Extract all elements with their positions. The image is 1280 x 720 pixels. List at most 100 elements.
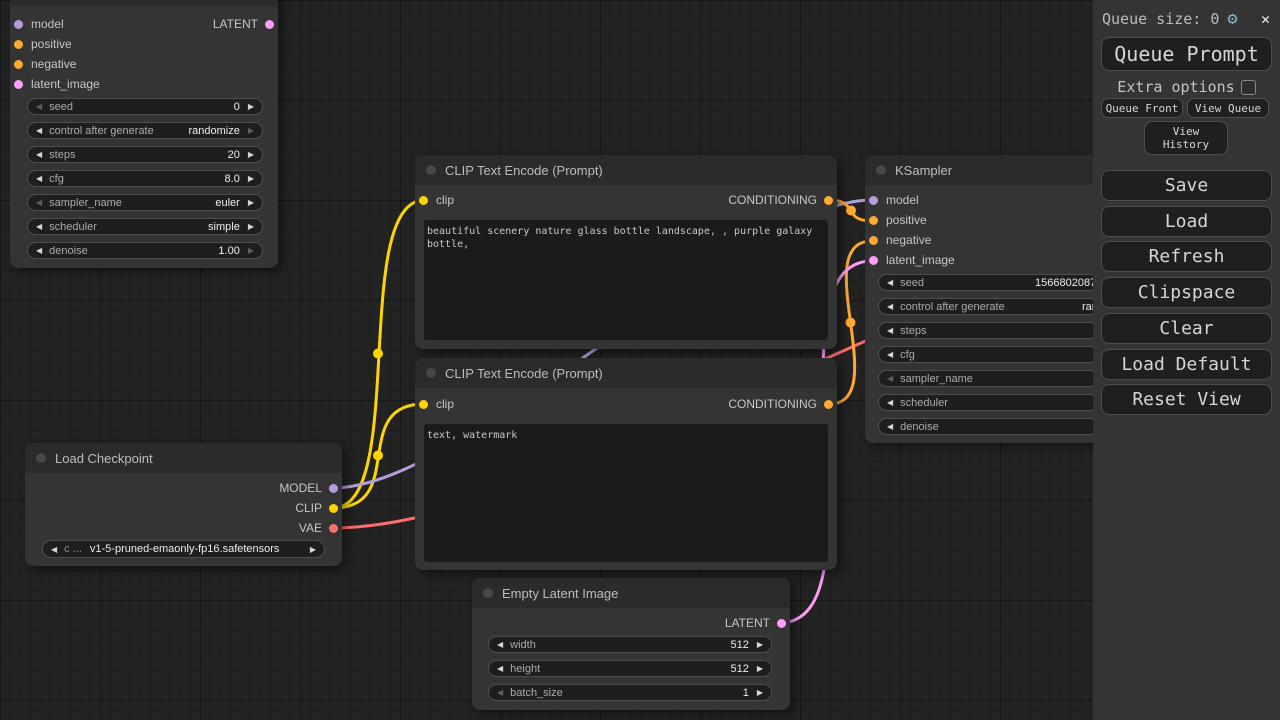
widget-sampler-name[interactable]: ◀ sampler_name [878,370,1119,387]
increment-arrow-icon[interactable]: ▶ [756,688,763,697]
decrement-arrow-icon[interactable]: ◀ [887,398,894,407]
output-slot-latent[interactable] [777,618,786,628]
node-clip-text-encode-positive[interactable]: CLIP Text Encode (Prompt) clip CONDITION… [415,155,837,349]
decrement-arrow-icon[interactable]: ◀ [36,126,43,135]
widget-label: width [510,638,536,651]
collapse-dot-icon[interactable] [876,165,886,175]
queue-front-button[interactable]: Queue Front [1101,98,1183,118]
close-icon[interactable]: ✕ [1260,10,1270,28]
decrement-arrow-icon[interactable]: ◀ [36,102,43,111]
settings-gear-icon[interactable]: ⚙ [1227,8,1238,29]
node-title-bar[interactable]: KSampler [10,0,278,6]
increment-arrow-icon[interactable]: ▶ [247,222,254,231]
decrement-arrow-icon[interactable]: ◀ [887,422,894,431]
save-button[interactable]: Save [1101,170,1272,201]
decrement-arrow-icon[interactable]: ◀ [36,174,43,183]
increment-arrow-icon[interactable]: ▶ [247,246,254,255]
decrement-arrow-icon[interactable]: ◀ [887,350,894,359]
node-load-checkpoint[interactable]: Load Checkpoint MODEL CLIP VAE ◀ c ... v… [25,443,342,566]
input-slot-latent-image[interactable] [14,79,23,89]
widget-seed[interactable]: ◀ seed 0 ▶ [27,98,263,115]
reset-view-button[interactable]: Reset View [1101,384,1272,415]
widget-denoise[interactable]: ◀ denoise [878,418,1119,435]
decrement-arrow-icon[interactable]: ◀ [887,302,894,311]
node-empty-latent-image[interactable]: Empty Latent Image LATENT ◀ width 512 ▶ … [472,578,790,710]
input-slot-latent-image[interactable] [869,255,878,265]
widget-batch-size[interactable]: ◀ batch_size 1 ▶ [488,684,772,701]
view-history-button[interactable]: View History [1144,121,1228,155]
decrement-arrow-icon[interactable]: ◀ [51,544,58,554]
widget-scheduler[interactable]: ◀ scheduler [878,394,1119,411]
queue-prompt-button[interactable]: Queue Prompt [1101,37,1272,71]
widget-control-after-generate[interactable]: ◀ control after generate randomize ▶ [27,122,263,139]
collapse-dot-icon[interactable] [36,453,46,463]
node-title-bar[interactable]: Empty Latent Image [472,578,790,608]
output-slot-latent[interactable] [265,19,274,29]
increment-arrow-icon[interactable]: ▶ [247,126,254,135]
increment-arrow-icon[interactable]: ▶ [756,640,763,649]
input-slot-positive[interactable] [869,215,878,225]
decrement-arrow-icon[interactable]: ◀ [887,374,894,383]
decrement-arrow-icon[interactable]: ◀ [497,640,504,649]
widget-scheduler[interactable]: ◀ scheduler simple ▶ [27,218,263,235]
input-slot-negative[interactable] [14,59,23,69]
node-ksampler-left[interactable]: KSampler model LATENT positive negative … [10,0,278,268]
collapse-dot-icon[interactable] [426,165,436,175]
input-slot-model[interactable] [869,195,878,205]
input-slot-model[interactable] [14,19,23,29]
decrement-arrow-icon[interactable]: ◀ [497,688,504,697]
view-queue-button[interactable]: View Queue [1187,98,1269,118]
load-button[interactable]: Load [1101,206,1272,237]
widget-control-after-generate[interactable]: ◀ control after generate randomize [878,298,1133,315]
decrement-arrow-icon[interactable]: ◀ [497,664,504,673]
decrement-arrow-icon[interactable]: ◀ [36,246,43,255]
widget-label: steps [900,324,927,337]
output-slot-conditioning[interactable] [824,195,833,205]
load-default-button[interactable]: Load Default [1101,349,1272,380]
widget-width[interactable]: ◀ width 512 ▶ [488,636,772,653]
decrement-arrow-icon[interactable]: ◀ [36,222,43,231]
increment-arrow-icon[interactable]: ▶ [247,174,254,183]
output-slot-model[interactable] [329,483,338,493]
node-title-bar[interactable]: CLIP Text Encode (Prompt) [415,155,837,185]
widget-steps[interactable]: ◀ steps 20 ▶ [27,146,263,163]
collapse-dot-icon[interactable] [426,368,436,378]
extra-options-checkbox[interactable] [1240,79,1256,95]
decrement-arrow-icon[interactable]: ◀ [36,150,43,159]
input-slot-clip[interactable] [419,195,428,205]
widget-denoise[interactable]: ◀ denoise 1.00 ▶ [27,242,263,259]
widget-value: 0 [233,100,240,113]
input-slot-clip[interactable] [419,399,428,409]
widget-height[interactable]: ◀ height 512 ▶ [488,660,772,677]
node-clip-text-encode-negative[interactable]: CLIP Text Encode (Prompt) clip CONDITION… [415,358,837,570]
clear-button[interactable]: Clear [1101,313,1272,344]
clipspace-button[interactable]: Clipspace [1101,277,1272,308]
node-title-bar[interactable]: CLIP Text Encode (Prompt) [415,358,837,388]
widget-seed[interactable]: ◀ seed 1566802087 [878,274,1119,291]
node-title-bar[interactable]: KSampler [865,155,1133,185]
input-slot-negative[interactable] [869,235,878,245]
prompt-textarea[interactable]: text, watermark [424,424,828,562]
decrement-arrow-icon[interactable]: ◀ [36,198,43,207]
collapse-dot-icon[interactable] [483,588,493,598]
input-slot-positive[interactable] [14,39,23,49]
increment-arrow-icon[interactable]: ▶ [247,150,254,159]
output-slot-vae[interactable] [329,523,338,533]
widget-ckpt-name[interactable]: ◀ c ... v1-5-pruned-emaonly-fp16.safeten… [42,540,325,558]
output-slot-clip[interactable] [329,503,338,513]
increment-arrow-icon[interactable]: ▶ [756,664,763,673]
refresh-button[interactable]: Refresh [1101,241,1272,272]
prompt-textarea[interactable]: beautiful scenery nature glass bottle la… [424,220,828,340]
increment-arrow-icon[interactable]: ▶ [247,102,254,111]
widget-cfg[interactable]: ◀ cfg [878,346,1119,363]
node-title-bar[interactable]: Load Checkpoint [25,443,342,473]
widget-steps[interactable]: ◀ steps [878,322,1119,339]
widget-cfg[interactable]: ◀ cfg 8.0 ▶ [27,170,263,187]
decrement-arrow-icon[interactable]: ◀ [887,326,894,335]
increment-arrow-icon[interactable]: ▶ [247,198,254,207]
output-slot-conditioning[interactable] [824,399,833,409]
widget-sampler-name[interactable]: ◀ sampler_name euler ▶ [27,194,263,211]
decrement-arrow-icon[interactable]: ◀ [887,278,894,287]
increment-arrow-icon[interactable]: ▶ [309,544,316,554]
